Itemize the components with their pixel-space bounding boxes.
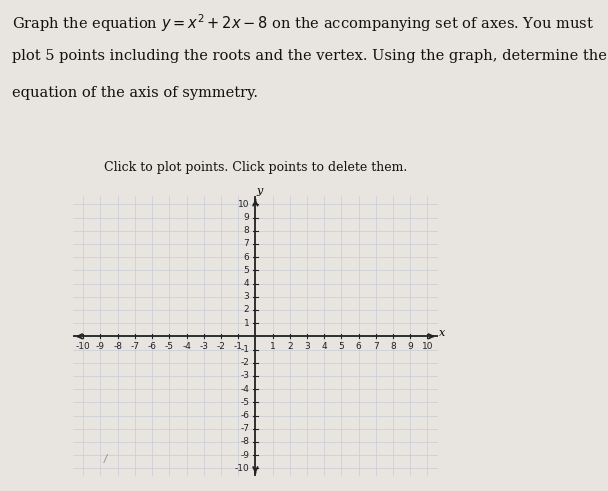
Text: 8: 8 [244,226,249,235]
Text: plot 5 points including the roots and the vertex. Using the graph, determine the: plot 5 points including the roots and th… [12,49,607,63]
Text: -8: -8 [113,342,122,351]
Text: 6: 6 [356,342,362,351]
Text: -9: -9 [240,451,249,460]
Text: /: / [104,454,107,464]
Text: 3: 3 [304,342,310,351]
Text: -1: -1 [233,342,243,351]
Text: -2: -2 [240,358,249,367]
Text: 1: 1 [244,319,249,327]
Text: 1: 1 [270,342,275,351]
Text: 4: 4 [244,279,249,288]
Text: -4: -4 [240,384,249,394]
Text: 7: 7 [373,342,379,351]
Text: equation of the axis of symmetry.: equation of the axis of symmetry. [12,86,258,100]
Text: 10: 10 [238,200,249,209]
Text: 2: 2 [287,342,292,351]
Text: y: y [257,186,263,196]
Text: x: x [438,328,445,338]
Text: 9: 9 [244,213,249,222]
Text: Graph the equation $y = x^2 + 2x - 8$ on the accompanying set of axes. You must: Graph the equation $y = x^2 + 2x - 8$ on… [12,12,594,34]
Text: -5: -5 [165,342,174,351]
Text: 10: 10 [422,342,433,351]
Text: -8: -8 [240,437,249,446]
Text: 8: 8 [390,342,396,351]
Text: 6: 6 [244,253,249,262]
Text: -4: -4 [182,342,191,351]
Text: -6: -6 [240,411,249,420]
Text: -7: -7 [240,424,249,433]
Text: 2: 2 [244,305,249,314]
Text: -2: -2 [216,342,226,351]
Text: 7: 7 [244,240,249,248]
Text: -9: -9 [96,342,105,351]
Text: -10: -10 [235,464,249,473]
Text: -6: -6 [148,342,157,351]
Text: -5: -5 [240,398,249,407]
Text: -10: -10 [76,342,91,351]
Text: 3: 3 [244,292,249,301]
Text: -7: -7 [130,342,139,351]
Text: 4: 4 [322,342,327,351]
Text: Click to plot points. Click points to delete them.: Click to plot points. Click points to de… [104,162,407,174]
Text: 9: 9 [407,342,413,351]
Text: -3: -3 [199,342,208,351]
Text: -3: -3 [240,371,249,381]
Text: 5: 5 [339,342,344,351]
Text: 5: 5 [244,266,249,275]
Text: -1: -1 [240,345,249,354]
